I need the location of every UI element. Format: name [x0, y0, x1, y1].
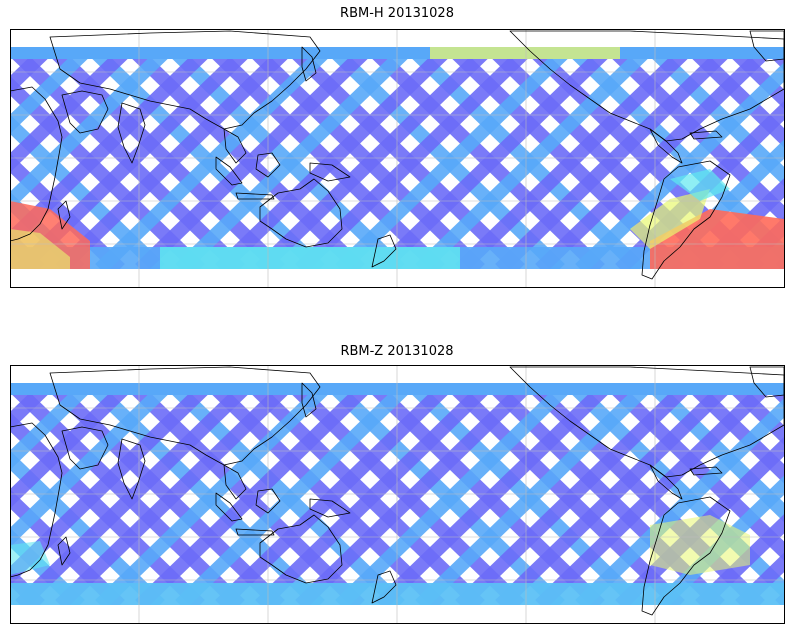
borneo-coastline — [255, 152, 281, 178]
map-plot-area — [10, 365, 784, 623]
india-coastline — [117, 438, 146, 500]
greenland-coastline — [749, 30, 784, 62]
graticule — [10, 365, 784, 623]
north-america-coastline — [509, 30, 784, 142]
south-america-coastline — [641, 160, 731, 280]
central-america-coastline — [649, 128, 683, 164]
panel-title-bottom: RBM-Z 20131028 — [340, 344, 454, 359]
sumatra-coastline — [215, 492, 243, 522]
borneo-coastline — [255, 488, 281, 514]
axes-frame — [10, 29, 785, 288]
africa-coastline — [10, 422, 63, 578]
madagascar-coastline — [57, 536, 71, 566]
panel-title-top: RBM-H 20131028 — [340, 6, 454, 21]
new-zealand-coastline — [371, 570, 397, 604]
axes-frame — [10, 365, 785, 624]
arabia-coastline — [61, 90, 109, 134]
japan-coastline — [301, 46, 317, 82]
cuba-coastline — [689, 130, 723, 140]
greenland-coastline — [749, 366, 784, 398]
map-panel-rbm-h — [10, 29, 785, 288]
indochina-coastline — [223, 128, 247, 164]
india-coastline — [117, 102, 146, 164]
australia-coastline — [259, 178, 343, 248]
north-america-coastline — [509, 366, 784, 478]
graticule — [10, 29, 784, 287]
new-guinea-coastline — [309, 498, 351, 518]
new-guinea-coastline — [309, 162, 351, 182]
japan-coastline — [301, 382, 317, 418]
south-america-coastline — [641, 496, 731, 616]
arabia-coastline — [61, 426, 109, 470]
coastlines — [10, 30, 784, 280]
asia-coastline — [49, 366, 321, 466]
central-america-coastline — [649, 464, 683, 500]
sumatra-coastline — [215, 156, 243, 186]
java-coastline — [235, 192, 275, 200]
coastlines — [10, 366, 784, 616]
africa-coastline — [10, 86, 63, 242]
map-plot-area — [10, 29, 784, 287]
madagascar-coastline — [57, 200, 71, 230]
map-panel-rbm-z — [10, 365, 785, 624]
indochina-coastline — [223, 464, 247, 500]
australia-coastline — [259, 514, 343, 584]
java-coastline — [235, 528, 275, 536]
cuba-coastline — [689, 466, 723, 476]
asia-coastline — [49, 30, 321, 130]
new-zealand-coastline — [371, 234, 397, 268]
